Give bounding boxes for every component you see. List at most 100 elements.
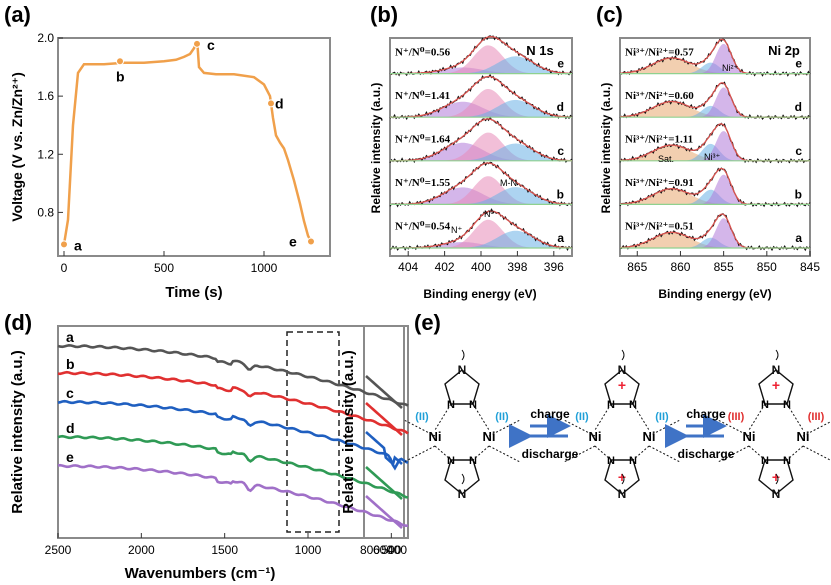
bond-wavy	[461, 349, 465, 361]
panel-c-frame	[619, 37, 811, 257]
triazole-ring	[758, 459, 794, 495]
panel-c-series-label: c	[795, 144, 802, 158]
panel-b-xtick-label: 396	[544, 260, 564, 274]
panel-d-inset-series-e	[365, 495, 403, 529]
panel-c-xtick-label: 865	[627, 260, 647, 274]
panel-label-d: (d)	[4, 310, 32, 335]
bond-wavy	[461, 473, 465, 485]
panel-b-component-fill	[390, 89, 572, 118]
coordination-bond	[802, 445, 831, 462]
coordination-bond	[802, 420, 831, 437]
panel-d-inset-xtick-label: 800	[360, 543, 380, 557]
panel-c-component-fill	[620, 232, 810, 248]
bond-wavy	[621, 349, 625, 361]
coordination-bond	[748, 403, 766, 431]
panel-b-component-fill	[390, 132, 572, 161]
panel-c-series-label: b	[795, 187, 802, 201]
oxidation-state-left: (III)	[728, 411, 745, 423]
coordination-bond	[717, 445, 750, 463]
panel-a-point-label-e: e	[289, 233, 297, 249]
panel-b-ratio-label: N⁺/N⁰=0.56	[395, 46, 451, 58]
ni-atom-left: Ni	[743, 429, 756, 444]
panel-b-ratio-label: N⁺/N⁰=0.54	[395, 221, 451, 233]
panel-a-ytick-label: 1.6	[37, 89, 54, 103]
coordination-bond	[563, 445, 596, 463]
panel-a-point-label-a: a	[74, 237, 82, 253]
triazole-ring	[758, 369, 794, 405]
panel-b-xtick-label: 398	[507, 260, 527, 274]
n-atom: N	[783, 455, 791, 467]
charge-label: charge	[530, 407, 570, 421]
panel-b-series-label: b	[557, 187, 564, 201]
n-atom: N	[458, 487, 467, 501]
n-atom: N	[783, 399, 791, 411]
bond-wavy	[621, 473, 625, 485]
oxidation-state-right: (II)	[495, 411, 509, 423]
panel-c-xlabel: Binding energy (eV)	[658, 287, 771, 301]
panel-d-series-label-d: d	[66, 420, 75, 436]
panel-b-component-fill	[390, 176, 572, 205]
panel-e-scheme: NN NNN NNi Ni(II) (II)N+N NN+N NNi Ni(II) (II)N+…	[403, 349, 831, 501]
n-atom: N	[607, 399, 615, 411]
panel-a-ytick-label: 1.2	[37, 147, 54, 161]
panel-d-series-label-c: c	[66, 385, 74, 401]
coordination-bond	[434, 403, 452, 431]
n-atom: N	[458, 363, 467, 377]
panel-d-ylabel: Relative intensity (a.u.)	[9, 350, 26, 513]
coordination-bond	[594, 445, 612, 461]
panel-c-series-label: d	[795, 100, 802, 114]
panel-d-xtick-label: 2000	[128, 543, 155, 557]
panel-c-component-fill	[620, 131, 810, 161]
coordination-bond	[472, 403, 490, 431]
coordination-bond	[472, 445, 490, 461]
panel-a-point-c	[193, 39, 201, 48]
panel-d-series-e	[57, 463, 408, 527]
panel-d-series-d	[57, 434, 409, 499]
panel-c-component-fill	[620, 174, 810, 205]
panel-d-inset-ylabel: Relative intensity (a.u.)	[340, 350, 357, 513]
coordination-bond	[594, 403, 612, 431]
panel-d-xtick-label: 1500	[211, 543, 238, 557]
panel-c-peak-ni2: Ni²⁺	[722, 63, 738, 73]
ni-atom-right: Ni	[483, 429, 496, 444]
triazole-ring	[444, 459, 480, 495]
panel-a-voltage-curve	[62, 41, 313, 245]
panel-c-ratio-label: Ni³⁺/Ni²⁺=0.51	[625, 221, 694, 233]
panel-b-fit-envelope	[390, 118, 573, 162]
panel-a-ytick-label: 2.0	[37, 31, 54, 45]
panel-a-point-label-b: b	[116, 68, 125, 84]
panel-c-ratio-label: Ni³⁺/Ni²⁺=0.91	[625, 177, 694, 189]
coordination-bond	[786, 403, 804, 431]
panel-c-component-fill	[620, 57, 810, 74]
panel-c-component-fill	[620, 188, 810, 205]
panel-b-xtick-label: 402	[435, 260, 455, 274]
panel-d-inset-xtick-label: 600	[373, 543, 393, 557]
panel-b-series-label: a	[557, 231, 564, 245]
panel-b-ratio-label: N⁺/N⁰=1.64	[395, 133, 451, 145]
discharge-label: discharge	[678, 447, 735, 461]
panel-d-series-label-e: e	[66, 449, 74, 465]
panel-b-component-fill	[390, 45, 572, 74]
coordination-bond	[403, 419, 436, 437]
oxidation-state-left: (II)	[415, 411, 429, 423]
n-atom: N	[607, 455, 615, 467]
panel-c-ratio-label: Ni³⁺/Ni²⁺=0.60	[625, 90, 694, 102]
panel-b-peak-n0: Nº	[484, 209, 494, 219]
bond-wavy	[775, 349, 779, 361]
coordination-bond	[648, 445, 681, 463]
panel-a-ytick-label: 0.8	[37, 205, 54, 219]
panel-c-ni2p-xps: Ni³⁺/Ni²⁺=0.51 a Ni³⁺/Ni²⁺=0.91 b Ni³⁺/Ni²⁺=…	[599, 37, 820, 301]
n-atom: N	[469, 455, 477, 467]
panel-a-point-b	[116, 57, 124, 66]
panel-c-xtick-label: 855	[714, 260, 734, 274]
panel-b-ylabel: Relative intensity (a.u.)	[369, 83, 383, 214]
panel-c-series-label: a	[795, 231, 802, 245]
panel-d-xlabel: Wavenumbers (cm⁻¹)	[125, 565, 276, 582]
panel-c-peak-ni3: Ni³⁺	[704, 152, 720, 162]
bond-wavy	[775, 473, 779, 485]
panel-d-inset-series-c	[365, 431, 403, 467]
panel-b-component-fill	[390, 219, 572, 248]
panel-d-series-label-b: b	[66, 356, 75, 372]
positive-charge: +	[618, 377, 626, 393]
